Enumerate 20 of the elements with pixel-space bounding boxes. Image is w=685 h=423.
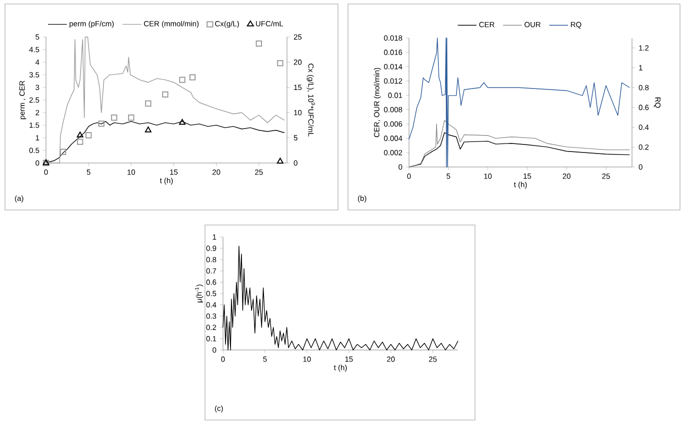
point bbox=[189, 74, 196, 80]
point bbox=[144, 126, 152, 132]
point bbox=[178, 118, 186, 125]
line-series bbox=[408, 120, 630, 168]
point bbox=[76, 138, 84, 145]
point bbox=[277, 60, 284, 66]
point bbox=[145, 100, 152, 107]
point bbox=[276, 158, 284, 164]
point bbox=[111, 114, 118, 121]
point bbox=[128, 114, 134, 121]
point bbox=[179, 76, 186, 83]
line-series bbox=[46, 36, 285, 164]
point bbox=[98, 120, 104, 127]
line-series bbox=[408, 132, 630, 168]
line-series bbox=[408, 38, 630, 168]
point bbox=[76, 132, 84, 138]
point bbox=[85, 132, 92, 138]
point bbox=[256, 40, 262, 47]
point bbox=[162, 91, 168, 98]
point bbox=[60, 148, 66, 156]
